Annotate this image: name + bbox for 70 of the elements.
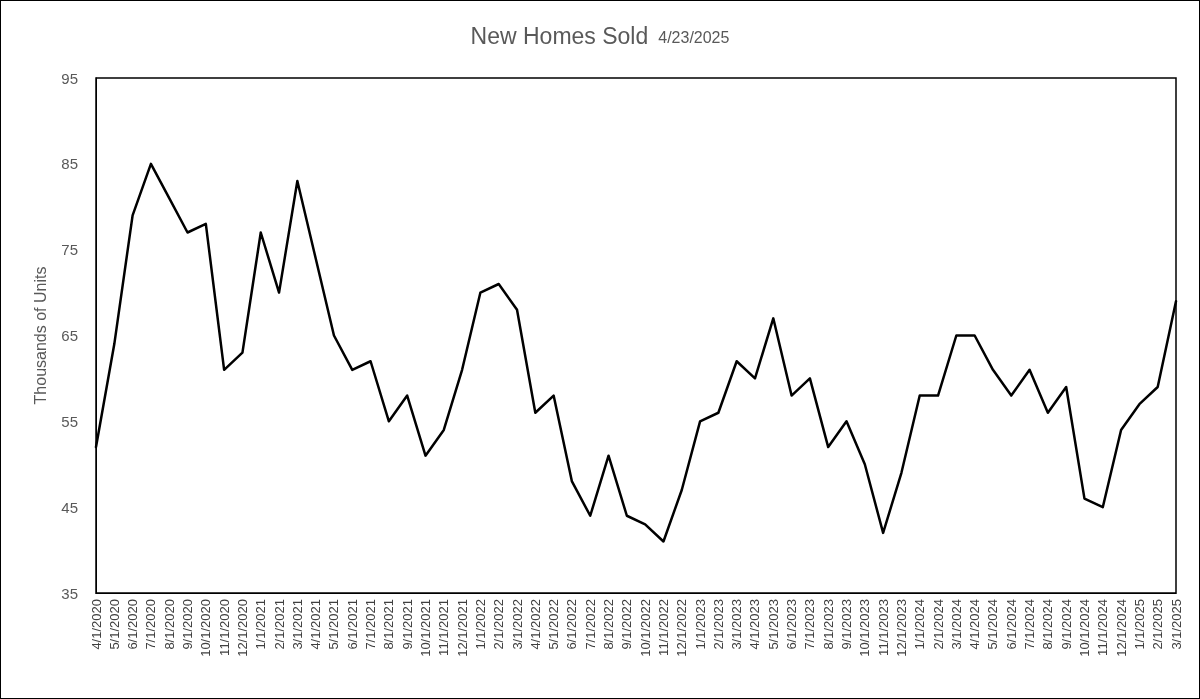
x-tick-label: 3/1/2025 [1168, 599, 1184, 650]
x-tick-label: 11/1/2022 [655, 599, 671, 656]
x-tick-label: 3/1/2022 [509, 599, 525, 650]
x-tick-label: 2/1/2022 [491, 599, 507, 650]
x-tick-label: 3/1/2021 [289, 599, 305, 650]
x-tick-label: 4/1/2021 [308, 599, 324, 650]
y-tick-label: 85 [61, 155, 78, 173]
x-tick-label: 9/1/2023 [839, 599, 855, 650]
y-tick-label: 45 [61, 498, 78, 516]
x-tick-label: 11/1/2021 [436, 599, 452, 656]
x-tick-label: 12/1/2022 [674, 599, 690, 657]
x-tick-label: 7/1/2022 [582, 599, 598, 650]
x-tick-label: 12/1/2024 [1113, 599, 1129, 657]
y-axis-title: Thousands of Units [31, 266, 49, 405]
x-tick-label: 5/1/2020 [106, 599, 122, 650]
x-tick-label: 5/1/2022 [546, 599, 562, 650]
x-tick-label: 11/1/2023 [875, 599, 891, 656]
x-tick-label: 2/1/2024 [930, 599, 946, 650]
x-tick-label: 10/1/2020 [198, 599, 214, 657]
chart-title: New Homes Sold [470, 22, 649, 49]
y-tick-label: 95 [61, 69, 78, 87]
x-tick-label: 6/1/2024 [1003, 599, 1019, 650]
y-tick-label: 55 [61, 412, 78, 430]
y-tick-label: 35 [61, 584, 78, 602]
x-tick-label: 1/1/2022 [472, 599, 488, 650]
x-tick-label: 7/1/2020 [143, 599, 159, 650]
y-tick-label: 65 [61, 327, 78, 344]
x-tick-label: 11/1/2020 [216, 599, 232, 656]
x-tick-label: 1/1/2023 [692, 599, 708, 650]
chart-subtitle: 4/23/2025 [658, 29, 730, 46]
x-tick-label: 1/1/2024 [912, 599, 928, 650]
x-tick-label: 5/1/2024 [985, 599, 1001, 650]
x-tick-label: 12/1/2021 [454, 599, 470, 657]
x-tick-label: 10/1/2023 [857, 599, 873, 657]
x-tick-label: 4/1/2024 [967, 599, 983, 650]
x-tick-label: 1/1/2025 [1131, 599, 1147, 650]
x-tick-label: 3/1/2024 [948, 599, 964, 650]
x-tick-label: 2/1/2025 [1150, 599, 1166, 650]
x-tick-label: 8/1/2021 [381, 599, 397, 650]
x-tick-label: 8/1/2020 [161, 599, 177, 650]
x-tick-label: 7/1/2023 [802, 599, 818, 650]
x-tick-label: 4/1/2023 [747, 599, 763, 650]
x-tick-label: 9/1/2020 [180, 599, 196, 650]
x-tick-label: 7/1/2024 [1022, 599, 1038, 650]
x-tick-label: 10/1/2024 [1076, 599, 1092, 657]
x-tick-label: 6/1/2021 [344, 599, 360, 650]
x-tick-label: 8/1/2023 [820, 599, 836, 650]
x-tick-label: 11/1/2024 [1095, 599, 1111, 656]
x-tick-label: 4/1/2020 [88, 599, 104, 650]
x-tick-label: 6/1/2020 [125, 599, 141, 650]
x-tick-label: 8/1/2024 [1040, 599, 1056, 650]
x-tick-label: 9/1/2024 [1058, 599, 1074, 650]
x-tick-label: 1/1/2021 [253, 599, 269, 650]
x-tick-label: 2/1/2021 [271, 599, 287, 650]
x-tick-label: 6/1/2023 [784, 599, 800, 650]
x-tick-label: 5/1/2023 [765, 599, 781, 650]
x-tick-label: 9/1/2021 [399, 599, 415, 650]
x-tick-label: 2/1/2023 [710, 599, 726, 650]
x-tick-label: 3/1/2023 [729, 599, 745, 650]
x-tick-label: 10/1/2022 [637, 599, 653, 657]
x-tick-label: 9/1/2022 [619, 599, 635, 650]
x-tick-label: 7/1/2021 [363, 599, 379, 650]
x-tick-label: 12/1/2023 [893, 599, 909, 657]
x-tick-label: 5/1/2021 [326, 599, 342, 650]
x-tick-label: 10/1/2021 [417, 599, 433, 657]
y-tick-label: 75 [61, 241, 78, 259]
x-tick-label: 12/1/2020 [234, 599, 250, 657]
x-tick-label: 4/1/2022 [527, 599, 543, 650]
x-tick-label: 8/1/2022 [601, 599, 617, 650]
x-tick-label: 6/1/2022 [564, 599, 580, 650]
